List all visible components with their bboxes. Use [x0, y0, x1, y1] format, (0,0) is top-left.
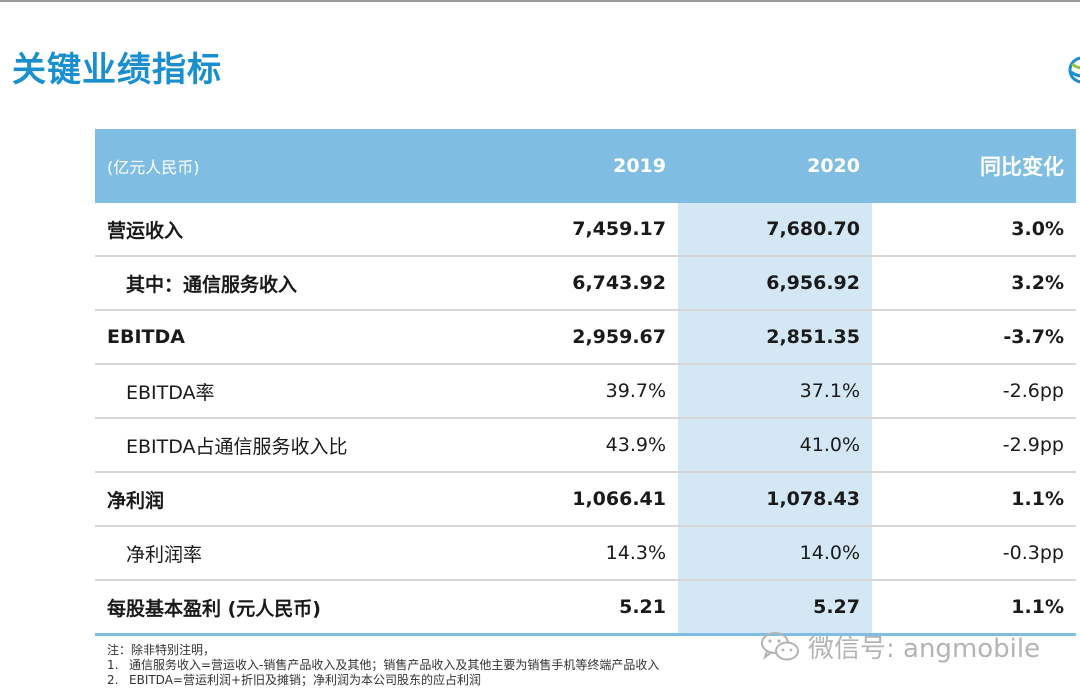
value-yoy: 1.1% — [872, 472, 1076, 527]
unit-header: (亿元人民币) — [95, 129, 485, 203]
footnote-index: 1. — [107, 658, 119, 672]
year-2020-header: 2020 — [678, 129, 872, 203]
value-2020: 14.0% — [678, 526, 872, 581]
value-yoy: 3.2% — [872, 256, 1076, 311]
table-row: 营运收入 7,459.17 7,680.70 3.0% — [95, 203, 1076, 257]
value-yoy: 3.0% — [872, 203, 1076, 257]
footnote-intro: 注：除非特别注明， — [107, 643, 216, 657]
value-2020: 6,956.92 — [678, 256, 872, 311]
table-row: 净利润率 14.3% 14.0% -0.3pp — [95, 526, 1076, 581]
top-rule — [0, 0, 1080, 2]
yoy-change-header: 同比变化 — [872, 129, 1076, 203]
value-yoy: -2.9pp — [872, 418, 1076, 473]
footnotes: 注：除非特别注明， 1. 通信服务收入=营运收入-销售产品收入及其他；销售产品收… — [107, 643, 659, 688]
table-row: EBITDA占通信服务收入比 43.9% 41.0% -2.9pp — [95, 418, 1076, 473]
year-2019-header: 2019 — [485, 129, 678, 203]
value-2020: 1,078.43 — [678, 472, 872, 527]
table-row: EBITDA率 39.7% 37.1% -2.6pp — [95, 364, 1076, 419]
value-2019: 43.9% — [485, 418, 678, 473]
row-label: 其中：通信服务收入 — [95, 256, 485, 311]
table-row: 其中：通信服务收入 6,743.92 6,956.92 3.2% — [95, 256, 1076, 311]
value-2020: 41.0% — [678, 418, 872, 473]
row-label: 净利润率 — [95, 526, 485, 581]
value-2019: 39.7% — [485, 364, 678, 419]
value-yoy: -0.3pp — [872, 526, 1076, 581]
value-2019: 5.21 — [485, 580, 678, 636]
value-2020: 37.1% — [678, 364, 872, 419]
company-logo-icon — [1068, 56, 1080, 84]
watermark-text: 微信号: angmobile — [808, 634, 1041, 664]
row-label: 每股基本盈利 (元人民币) — [95, 580, 485, 636]
table-row: EBITDA 2,959.67 2,851.35 -3.7% — [95, 310, 1076, 365]
value-yoy: -3.7% — [872, 310, 1076, 365]
value-2020: 5.27 — [678, 580, 872, 636]
page-title: 关键业绩指标 — [12, 50, 222, 90]
wechat-icon — [761, 631, 799, 660]
footnote-text: 通信服务收入=营运收入-销售产品收入及其他；销售产品收入及其他主要为销售手机等终… — [129, 658, 660, 672]
value-2019: 2,959.67 — [485, 310, 678, 365]
value-2020: 7,680.70 — [678, 203, 872, 257]
value-2019: 14.3% — [485, 526, 678, 581]
row-label: 净利润 — [95, 472, 485, 527]
table-row: 每股基本盈利 (元人民币) 5.21 5.27 1.1% — [95, 580, 1076, 636]
value-2019: 1,066.41 — [485, 472, 678, 527]
row-label: 营运收入 — [95, 203, 485, 257]
footnote-index: 2. — [107, 673, 119, 687]
footnote-item: 1. 通信服务收入=营运收入-销售产品收入及其他；销售产品收入及其他主要为销售手… — [107, 658, 659, 673]
wechat-watermark: 微信号: angmobile — [760, 628, 1040, 665]
kpi-table: (亿元人民币) 2019 2020 同比变化 营运收入 7,459.17 7,6… — [95, 129, 1076, 636]
table-row: 净利润 1,066.41 1,078.43 1.1% — [95, 472, 1076, 527]
row-label: EBITDA占通信服务收入比 — [95, 418, 485, 473]
value-yoy: 1.1% — [872, 580, 1076, 636]
value-2019: 7,459.17 — [485, 203, 678, 257]
footnote-text: EBITDA=营运利润+折旧及摊销；净利润为本公司股东的应占利润 — [129, 673, 482, 687]
row-label: EBITDA率 — [95, 364, 485, 419]
row-label: EBITDA — [95, 310, 485, 365]
footnote-item: 2. EBITDA=营运利润+折旧及摊销；净利润为本公司股东的应占利润 — [107, 673, 659, 688]
value-yoy: -2.6pp — [872, 364, 1076, 419]
value-2020: 2,851.35 — [678, 310, 872, 365]
value-2019: 6,743.92 — [485, 256, 678, 311]
table-header-row: (亿元人民币) 2019 2020 同比变化 — [95, 129, 1076, 203]
